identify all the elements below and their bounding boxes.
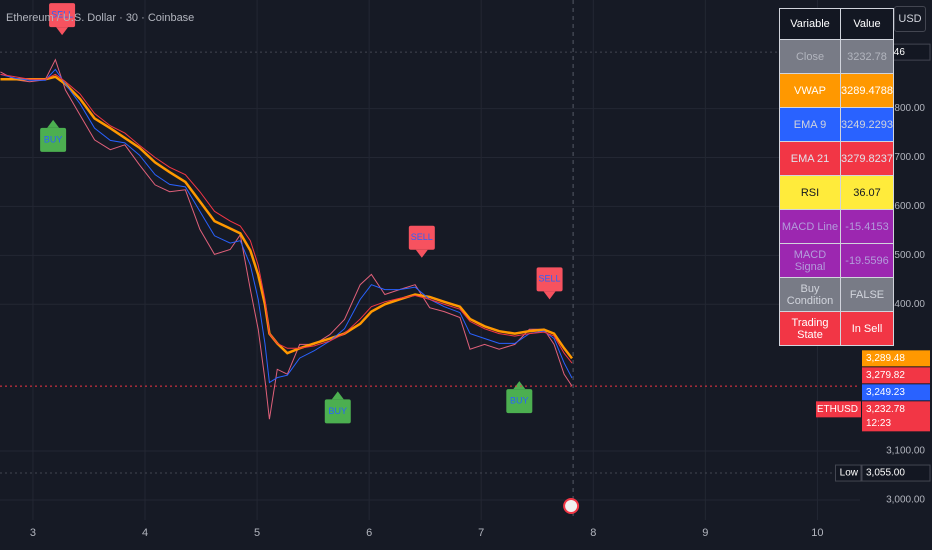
- signal-marker: SELL: [49, 3, 76, 36]
- signal-label: SELL: [411, 232, 433, 242]
- price-tag-name-box: [816, 401, 861, 418]
- x-tick-label: 3: [30, 527, 36, 539]
- table-cell: VWAP: [779, 73, 841, 108]
- x-tick-label: 9: [702, 527, 708, 539]
- price-tag-name: Low: [840, 468, 859, 479]
- table-cell: Buy Condition: [779, 277, 841, 312]
- signal-marker: SELL: [536, 267, 563, 300]
- signal-marker: BUY: [40, 119, 67, 152]
- signal-box: [506, 389, 533, 414]
- signal-box: [536, 267, 563, 292]
- price-tag: [862, 350, 930, 367]
- table-row: MACD Signal -19.5596: [779, 243, 894, 278]
- y-tick-label: 3,000.00: [886, 495, 925, 506]
- price-tag-label: 3,289.48: [866, 353, 905, 364]
- signal-arrow: [513, 381, 526, 390]
- signal-arrow: [47, 119, 60, 128]
- signal-label: BUY: [329, 406, 348, 416]
- y-tick-label: 3,100.00: [886, 446, 925, 457]
- table-row: Close 3232.78: [779, 39, 894, 74]
- table-cell: -19.5596: [840, 243, 894, 278]
- x-tick-label: 5: [254, 527, 260, 539]
- currency-button[interactable]: USD: [894, 6, 926, 32]
- signal-label: SELL: [51, 10, 73, 20]
- table-cell: MACD Line: [779, 209, 841, 244]
- y-tick-label: 3,600.00: [886, 201, 925, 212]
- signal-box: [408, 225, 435, 250]
- header-cell: Variable: [779, 8, 841, 40]
- price-tag: [862, 401, 930, 432]
- signal-arrow: [415, 249, 428, 258]
- table-row: RSI 36.07: [779, 175, 894, 210]
- table-cell: 3289.4788: [840, 73, 894, 108]
- table-row: Trading State In Sell: [779, 311, 894, 346]
- signal-label: BUY: [44, 134, 63, 144]
- signal-arrow: [331, 391, 344, 400]
- table-cell: -15.4153: [840, 209, 894, 244]
- series-line: [0, 73, 573, 364]
- x-tick-label: 10: [811, 527, 823, 539]
- y-tick-label: 3,500.00: [886, 250, 925, 261]
- symbol-title: Ethereum / U.S. Dollar · 30 · Coinbase: [6, 12, 195, 24]
- series-line: [0, 58, 573, 420]
- price-tag: [862, 384, 930, 401]
- price-tag-label: 3,249.23: [866, 387, 905, 398]
- signal-marker: BUY: [324, 391, 351, 424]
- price-tag-label: 3,232.78: [866, 404, 905, 415]
- price-tag: [861, 464, 931, 482]
- event-icon: [563, 498, 580, 514]
- price-tag-name-box: [835, 464, 862, 482]
- series-line: [0, 68, 573, 384]
- table-cell: EMA 9: [779, 107, 841, 142]
- y-tick-label: 3,800.00: [886, 103, 925, 114]
- x-tick-label: 4: [142, 527, 148, 539]
- table-row: Buy Condition FALSE: [779, 277, 894, 312]
- table-cell: FALSE: [840, 277, 894, 312]
- header-cell: Value: [840, 8, 894, 40]
- table-cell: 3232.78: [840, 39, 894, 74]
- signal-marker: BUY: [506, 381, 533, 414]
- table-cell: EMA 21: [779, 141, 841, 176]
- price-tag-name: ETHUSD: [817, 404, 858, 415]
- table-cell: In Sell: [840, 311, 894, 346]
- y-tick-label: 3,700.00: [886, 152, 925, 163]
- signal-box: [49, 3, 76, 28]
- table-row: VWAP 3289.4788: [779, 73, 894, 108]
- table-cell: RSI: [779, 175, 841, 210]
- signal-box: [324, 399, 351, 424]
- table-cell: Trading State: [779, 311, 841, 346]
- table-row: MACD Line -15.4153: [779, 209, 894, 244]
- signal-arrow: [56, 27, 69, 36]
- y-tick-label: 3,400.00: [886, 299, 925, 310]
- price-tag-time: 12:23: [866, 418, 891, 429]
- table-header: Variable Value: [779, 8, 894, 40]
- price-tag-label: 3,055.00: [866, 468, 905, 479]
- signal-label: SELL: [539, 274, 561, 284]
- x-tick-label: 8: [590, 527, 596, 539]
- signal-label: BUY: [510, 396, 529, 406]
- price-tag-label: 3,279.82: [866, 370, 905, 381]
- table-cell: 36.07: [840, 175, 894, 210]
- table-cell: 3279.8237: [840, 141, 894, 176]
- x-tick-label: 7: [478, 527, 484, 539]
- signal-box: [40, 127, 67, 152]
- signal-arrow: [543, 291, 556, 300]
- price-tag: [862, 367, 930, 384]
- x-tick-label: 6: [366, 527, 372, 539]
- table-cell: MACD Signal: [779, 243, 841, 278]
- table-cell: 3249.2293: [840, 107, 894, 142]
- series-line: [0, 75, 573, 360]
- table-cell: Close: [779, 39, 841, 74]
- table-row: EMA 21 3279.8237: [779, 141, 894, 176]
- signal-marker: SELL: [408, 225, 435, 258]
- table-row: EMA 9 3249.2293: [779, 107, 894, 142]
- indicator-table: Variable Value Close 3232.78 VWAP 3289.4788 EM…: [779, 8, 894, 346]
